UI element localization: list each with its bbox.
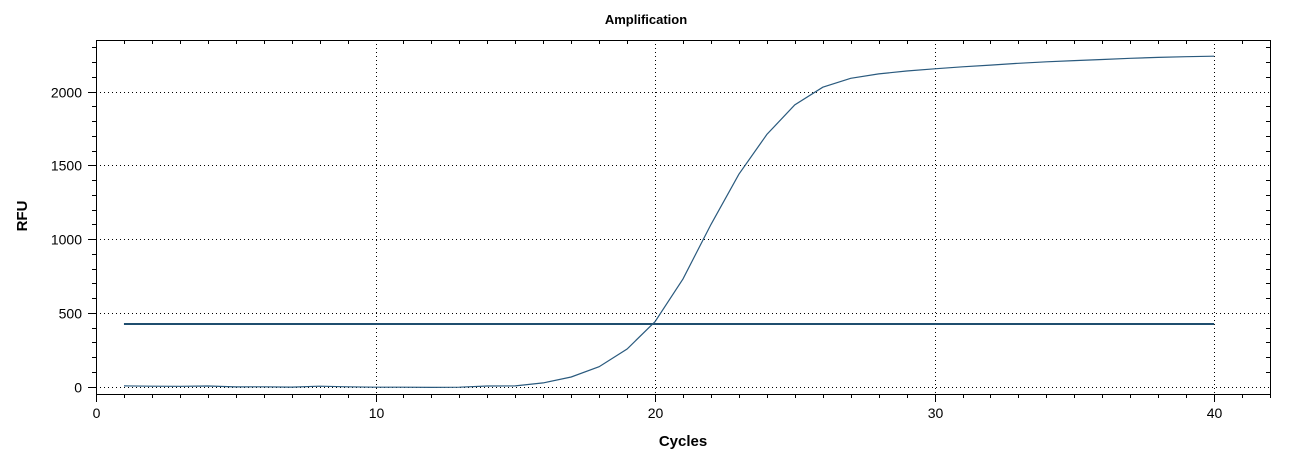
y-tick-label: 0: [74, 380, 82, 396]
series-layer: [123, 55, 1215, 389]
chart-title: Amplification: [605, 12, 687, 27]
y-tick-label: 1000: [51, 232, 82, 248]
y-tick-label: 500: [59, 306, 83, 322]
grid-lines: [96, 40, 1270, 394]
amplification-curve: [123, 55, 1215, 389]
y-tick-label: 2000: [51, 85, 82, 101]
x-tick-label: 10: [369, 405, 385, 421]
axis-ticks: 0 10 20 30 40 0 500 1000 1500 2000: [51, 40, 1271, 421]
y-tick-label: 1500: [51, 158, 82, 174]
plot-area: [96, 40, 1271, 395]
x-tick-label: 20: [648, 405, 664, 421]
x-tick-label: 40: [1207, 405, 1223, 421]
x-axis-label: Cycles: [659, 433, 707, 450]
x-tick-label: 30: [928, 405, 944, 421]
y-axis-label: RFU: [14, 201, 31, 232]
x-tick-label: 0: [93, 405, 101, 421]
